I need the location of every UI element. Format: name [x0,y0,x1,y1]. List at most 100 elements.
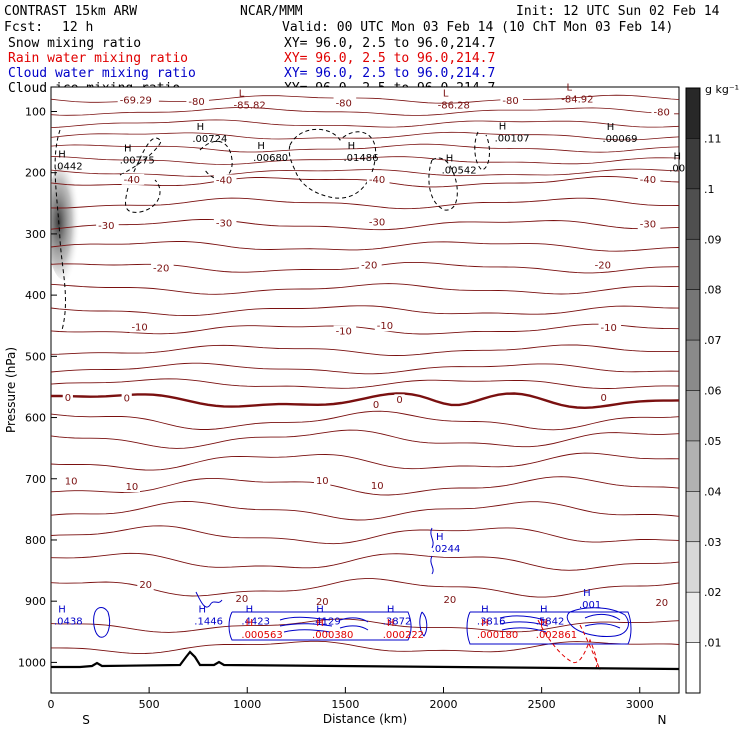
colorbar-swatch [686,592,700,643]
y-tick-label: 800 [25,534,46,547]
figure-title: CONTRAST 15km ARW [4,4,137,19]
contour-label: -20 [361,261,377,272]
ice-contour [474,131,490,171]
contour-label: -20 [595,261,611,272]
north-end-label: N [658,713,667,727]
rain-contour [537,619,598,669]
temperature-contour-line [51,283,679,295]
cloud-water-contour [93,607,111,638]
temperature-contour-line [51,476,679,496]
contour-label-mask [370,399,382,411]
contour-label-mask [96,219,119,231]
colorbar-swatch [686,289,700,341]
contour-label-mask [333,97,357,109]
y-tick-label: 500 [25,350,46,363]
init-time: Init: 12 UTC Sun 02 Feb 14 [516,4,720,19]
temperature-contour-line [51,362,679,375]
extremum-marker: H [481,618,489,629]
colorbar-label: .08 [704,284,722,297]
temperature-contour-line [51,410,679,431]
colorbar-swatch [686,239,700,290]
extremum-marker: H [124,144,132,155]
colorbar-label: .11 [704,132,722,145]
y-tick-label: 600 [25,412,46,425]
extremum-marker: H [540,604,548,615]
extremum-value: .01486 [343,153,378,164]
x-axis: 0 500 1000 1500 2000 2500 3000 [48,687,654,711]
extremum-marker: H [316,618,324,629]
field-xy-snow: XY= 96.0, 2.5 to 96.0,214.7 [284,36,495,51]
extremum-marker: L [239,88,245,99]
contour-label: 20 [655,598,668,609]
colorbar-swatch [686,340,700,391]
extremum-value: .00680 [253,153,288,164]
contour-label-mask [117,94,159,106]
contour-label-mask [592,259,616,271]
extremum-value: -86.28 [438,100,470,111]
extremum-value: .0442 [54,162,83,173]
extremum-value: .4129 [312,616,341,627]
extremum-marker: H [583,588,591,599]
contour-label: -69.29 [120,95,152,106]
colorbar-swatch [686,642,700,693]
contour-label: 0 [396,395,402,406]
temperature-contour-line [51,197,679,210]
contour-label-mask [313,596,331,608]
y-axis: 100 200 300 400 500 600 700 800 900 1000 [18,105,57,669]
ice-contour [119,137,162,213]
colorbar-label: .06 [704,385,722,398]
contour-label: -30 [369,218,385,229]
extremum-marker: H [58,604,66,615]
extremum-value: .001 [579,600,601,611]
extremum-value: .002861 [536,630,577,641]
y-axis-label: Pressure (hPa) [4,347,18,433]
cloud-water-contour [195,591,223,608]
contour-label: 10 [316,476,329,487]
extremum-value: .3816 [477,616,506,627]
temperature-contour-line [51,168,679,177]
contour-label-mask [121,173,145,185]
extremum-marker: H [246,618,254,629]
contour-label: -40 [640,175,656,186]
y-tick-label: 200 [25,167,46,180]
extremum-value: .5842 [536,616,565,627]
extremum-marker: H [540,618,548,629]
temperature-contour-line [51,344,679,356]
contour-label: -40 [216,175,232,186]
temperature-contour-line [51,378,679,389]
south-end-label: S [82,713,90,727]
temperature-contour-line [51,323,679,335]
valid-time: Valid: 00 UTC Mon 03 Feb 14 (10 ChT Mon … [282,20,673,35]
extremum-marker: L [566,82,572,93]
extremum-value: .00724 [192,134,227,145]
field-name-cloud-water: Cloud water mixing ratio [8,66,196,81]
field-name-snow: Snow mixing ratio [8,36,141,51]
extremum-marker: H [257,141,265,152]
colorbar-label: .01 [704,637,722,650]
contour-label-mask [186,96,209,108]
extremum-value: .1446 [194,616,223,627]
extremum-value: .000380 [312,630,353,641]
colorbar: .01 .02 .03 .04 .05 .06 .07 .08 .09 .1 .11 [685,87,722,694]
contour-label-mask [213,217,237,229]
extremum-marker: H [481,604,489,615]
contour-label: -10 [601,323,617,334]
extremum-value: .00107 [495,133,530,144]
contour-label-mask [368,479,386,491]
contour-label-mask [366,173,390,185]
colorbar-label: .02 [704,586,722,599]
colorbar-label: .1 [704,183,715,196]
temperature-contour-line [51,452,679,471]
contour-label: 10 [126,482,139,493]
temperature-contour-line [51,143,679,153]
contour-label: 0 [601,393,607,404]
extremum-value: .3872 [383,616,412,627]
temperature-contour-labels: -69.29 -80 -80 -80 -80 -40 -40 -40 -40 -30 -30 -30 -… [62,94,675,609]
contour-label: 0 [124,393,130,404]
extremum-marker: H [607,122,615,133]
temperature-contour-line [51,156,679,165]
colorbar-swatch [686,390,700,441]
temperature-contour-line [51,578,679,598]
extremum-marker: H [499,121,507,132]
temperature-contour-line [51,525,679,545]
